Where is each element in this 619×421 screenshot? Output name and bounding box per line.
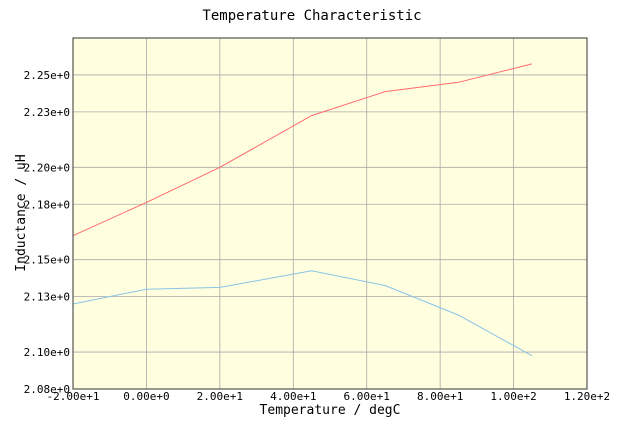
y-tick-label: 2.20e+0 [24, 161, 70, 174]
x-tick-label: 1.00e+2 [490, 390, 536, 403]
series-layer [72, 63, 533, 357]
x-tick-label: 4.00e+1 [270, 390, 316, 403]
x-tick-label: -2.00e+1 [47, 390, 100, 403]
y-tick-label: 2.10e+0 [24, 346, 70, 359]
y-tick-label: 2.13e+0 [24, 291, 70, 304]
plot-frame [72, 37, 588, 390]
x-tick-label: 1.20e+2 [564, 390, 610, 403]
x-tick-labels: -2.00e+1 0.00e+0 2.00e+1 4.00e+1 6.00e+1 8.00… [47, 390, 611, 403]
y-tick-label: 2.15e+0 [24, 254, 70, 267]
y-tick-label: 2.25e+0 [24, 69, 70, 82]
series-line-2 [72, 270, 533, 357]
x-tick-label: 6.00e+1 [344, 390, 390, 403]
x-tick-label: 2.00e+1 [197, 390, 243, 403]
y-tick-label: 2.18e+0 [24, 198, 70, 211]
x-axis-label: Temperature / degC [260, 403, 401, 418]
x-tick-label: 0.00e+0 [123, 390, 169, 403]
chart-title: Temperature Characteristic [202, 8, 421, 24]
series-line-1 [72, 63, 533, 237]
y-axis-label: Inductance / uH [14, 154, 29, 271]
x-tick-label: 8.00e+1 [417, 390, 463, 403]
grid [72, 38, 588, 390]
y-tick-labels: 2.08e+0 2.10e+0 2.13e+0 2.15e+0 2.18e+0 2.20e… [24, 69, 70, 396]
plot-area [73, 38, 587, 389]
y-tick-label: 2.23e+0 [24, 106, 70, 119]
y-tick-label: 2.08e+0 [24, 383, 70, 396]
